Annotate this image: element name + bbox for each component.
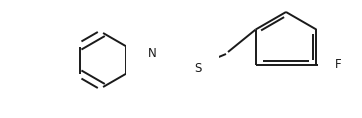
Text: F: F [335, 58, 342, 71]
Text: NH: NH [143, 60, 161, 73]
Text: S: S [194, 61, 202, 74]
Text: N: N [148, 47, 156, 60]
